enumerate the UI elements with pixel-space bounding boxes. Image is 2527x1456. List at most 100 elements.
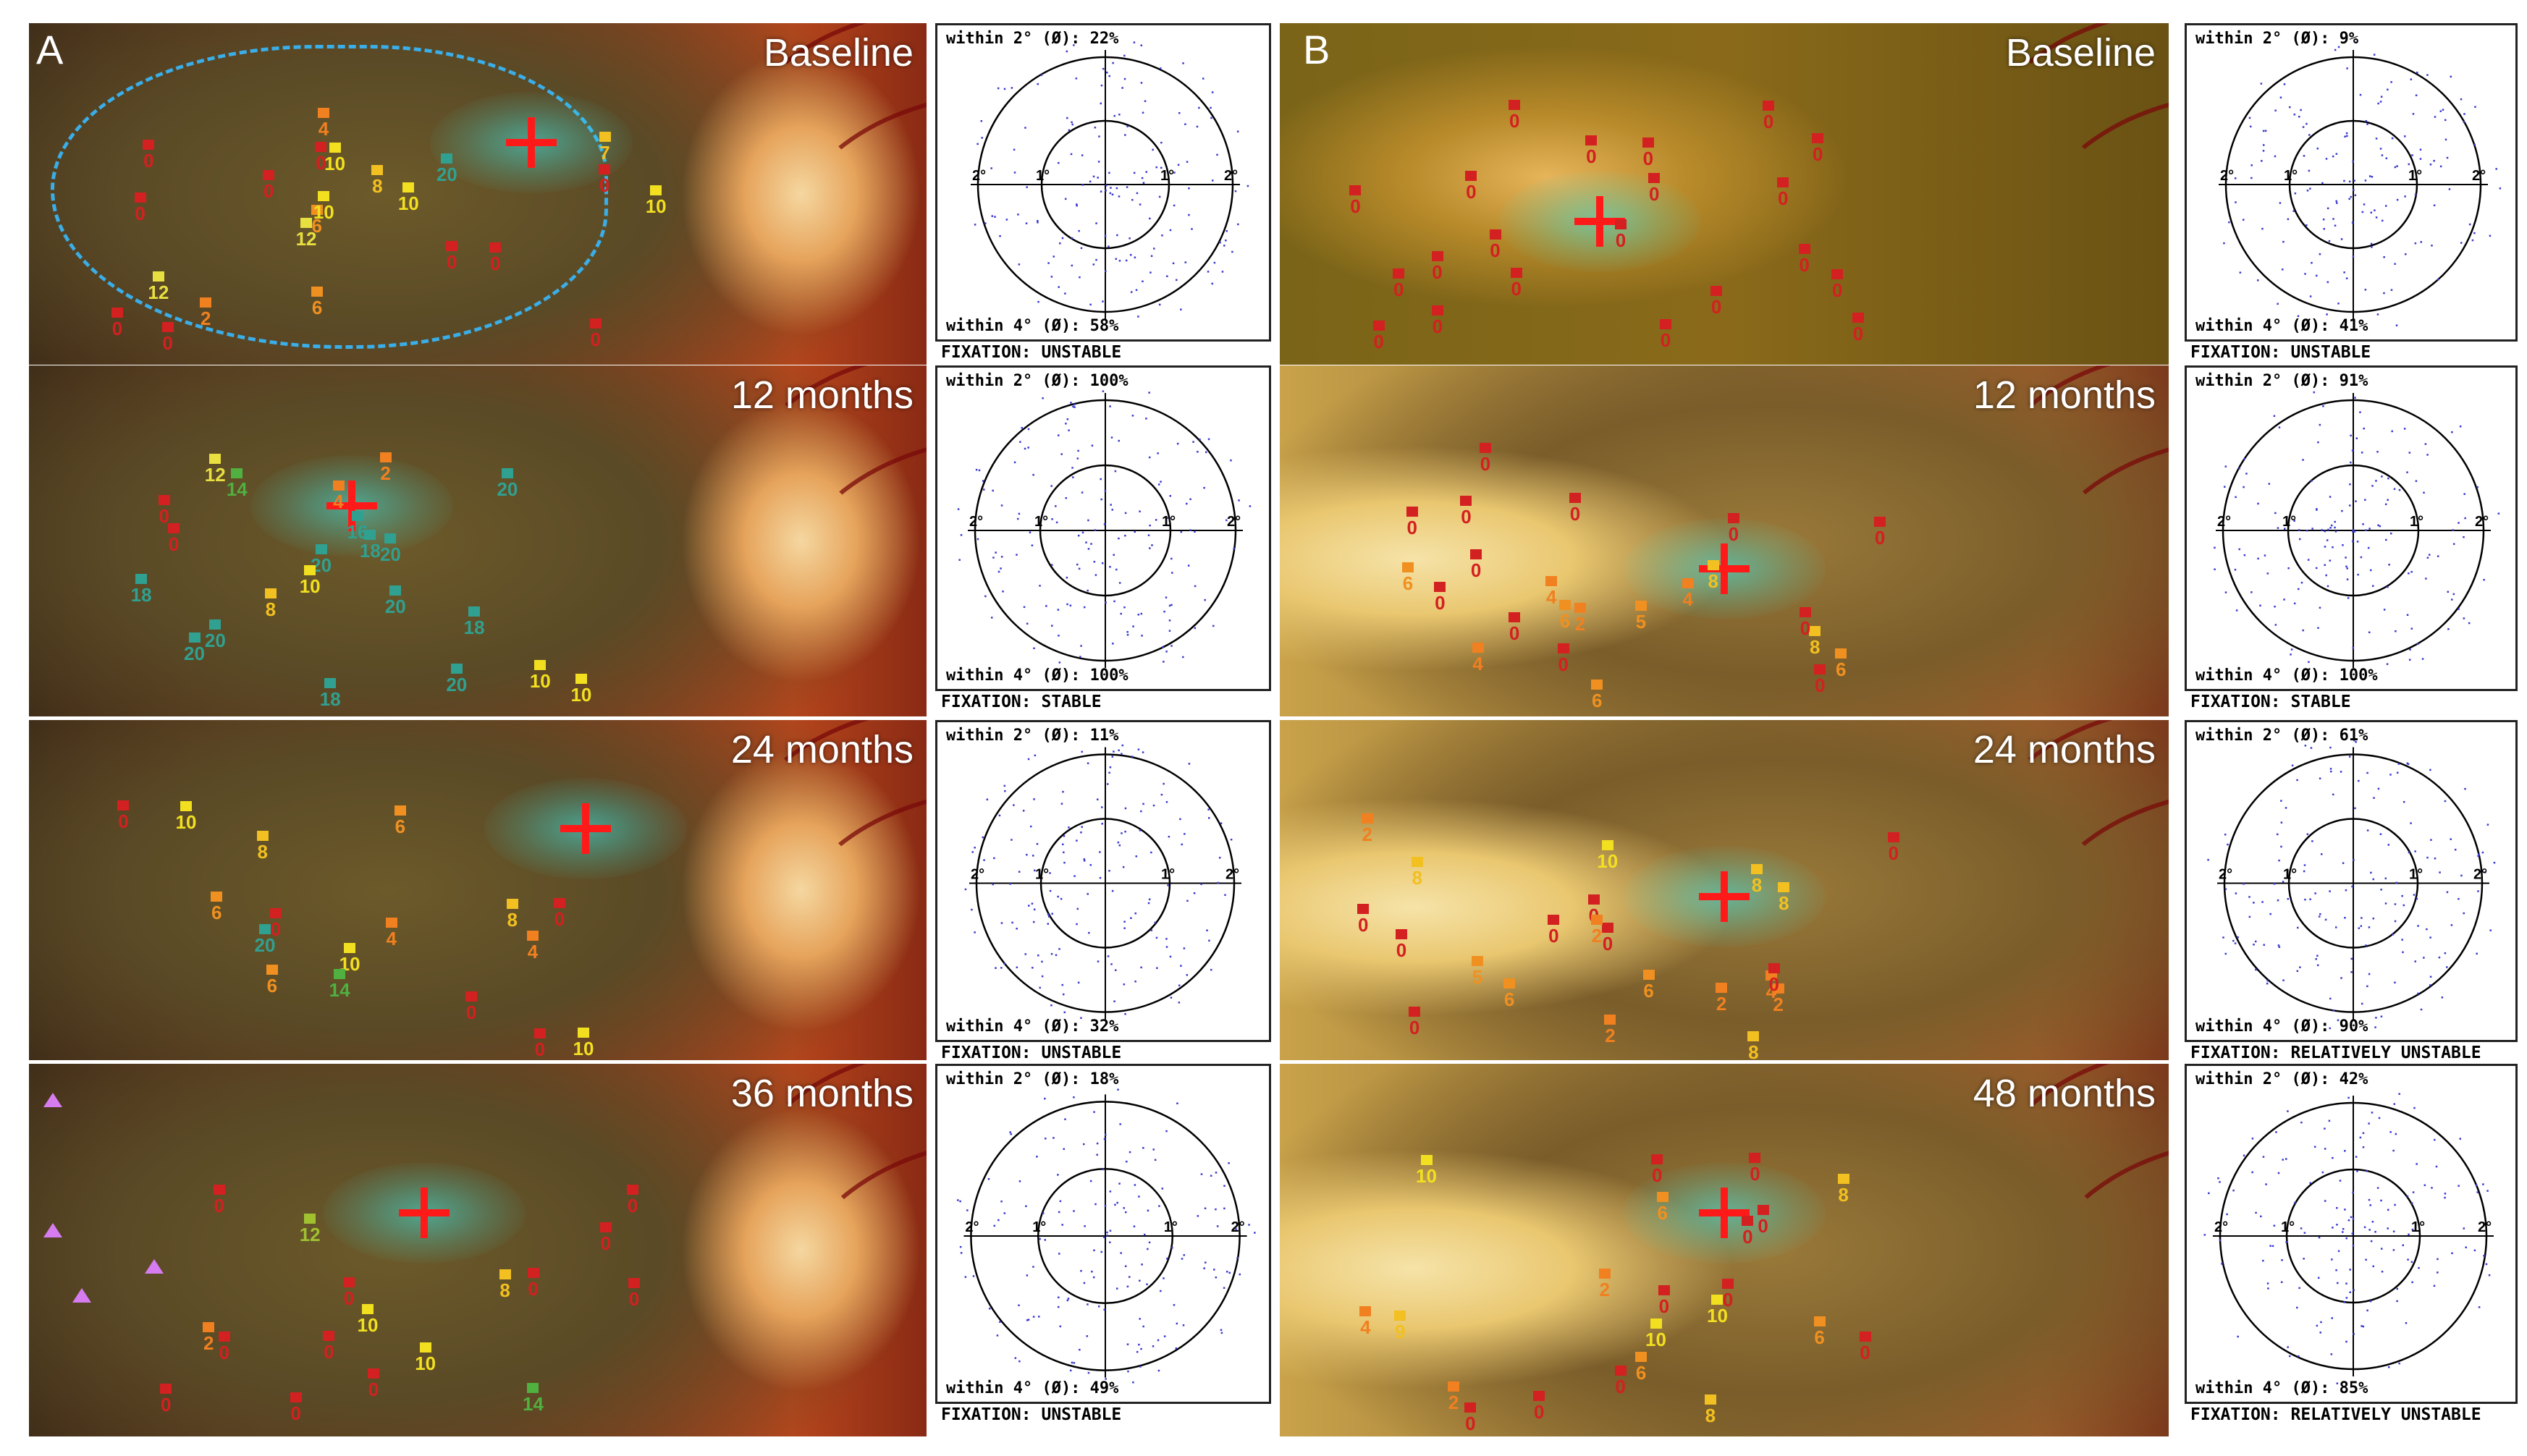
fixation-dot: [957, 508, 960, 510]
fixation-dot: [1076, 563, 1079, 566]
stimulus-value: 12: [148, 281, 169, 303]
fixation-dot: [1124, 1265, 1127, 1267]
fixation-dot: [2387, 499, 2389, 501]
fixation-dot: [2264, 130, 2267, 132]
stimulus-value: 8: [1705, 1404, 1716, 1426]
fixation-dot: [2481, 851, 2484, 854]
stimulus-value: 0: [143, 150, 154, 172]
fixation-dot: [991, 215, 994, 217]
within-4deg-label: within 4° (Ø): 49%: [946, 1379, 1119, 1397]
fixation-dot: [2345, 1237, 2347, 1240]
fixation-dot: [1173, 1304, 1176, 1306]
stimulus-point: 0: [545, 897, 574, 928]
fixation-dot: [1126, 1343, 1129, 1345]
fixation-dot: [2413, 894, 2416, 896]
degree-label: 1°: [1162, 514, 1176, 530]
fixation-dot: [2393, 1103, 2396, 1105]
fixation-dot: [1126, 634, 1129, 636]
stimulus-square: [465, 991, 478, 1002]
fixation-dot: [1092, 1276, 1095, 1279]
stimulus-value: 6: [1635, 1361, 1647, 1384]
fixation-dot: [2324, 530, 2326, 533]
fixation-dot: [1039, 585, 1041, 587]
stimulus-value: 5: [1635, 610, 1647, 632]
fixation-dot: [1236, 1257, 1239, 1259]
fixation-dot: [995, 967, 997, 969]
stimulus-square: [533, 1028, 546, 1038]
fixation-dot: [2344, 917, 2346, 919]
fixation-dot: [1066, 576, 1068, 579]
fixation-dot: [2380, 889, 2382, 891]
fixation-dot: [2364, 179, 2367, 182]
stimulus-square: [1472, 956, 1484, 967]
fixation-dot: [2437, 1271, 2439, 1274]
fixation-dot: [2306, 833, 2309, 836]
fixation-dot: [2288, 1355, 2291, 1358]
fixation-dot: [2346, 567, 2348, 570]
fixation-dot: [2342, 544, 2344, 546]
fixation-dot: [1120, 1252, 1122, 1254]
fixation-dot: [2416, 71, 2418, 74]
fixation-dot: [2379, 833, 2382, 835]
fixation-dot: [1118, 114, 1121, 116]
stimulus-square: [1874, 517, 1886, 528]
fixation-dot: [1034, 754, 1037, 757]
fixation-dot: [2299, 966, 2301, 968]
fixation-dot: [1189, 498, 1191, 501]
stimulus-point: 6: [1634, 969, 1663, 1000]
fixation-dot: [1134, 1184, 1136, 1186]
fixation-dot: [2234, 942, 2237, 944]
fixation-dot: [1123, 927, 1126, 929]
fixation-dot: [1157, 452, 1159, 454]
fixation-dot: [1223, 1185, 1225, 1187]
within-2deg-label: within 2° (Ø): 22%: [946, 30, 1119, 48]
fixation-dot: [1058, 434, 1060, 436]
fixation-dot: [1066, 50, 1068, 53]
stimulus-value: 2: [1448, 1391, 1459, 1413]
fixation-dot: [2339, 1180, 2342, 1182]
fixation-dot: [2410, 1202, 2413, 1204]
fixation-dot: [2379, 148, 2382, 150]
fixation-dot: [1142, 111, 1144, 114]
fixation-dot: [1092, 175, 1095, 178]
stimulus-point: 0: [205, 1185, 234, 1215]
fixation-dot: [2394, 263, 2396, 265]
fixation-dot: [2298, 115, 2300, 118]
fixation-dot: [1083, 1282, 1086, 1284]
fixation-dot: [2222, 936, 2224, 939]
fixation-dot: [2331, 1317, 2333, 1319]
fixation-dot: [1058, 161, 1060, 164]
fixation-dot: [2254, 940, 2257, 943]
fixation-plot: 2° 1° 1° 2° within 2° (Ø): 91% within 4° (Ø):…: [2185, 365, 2518, 691]
fixation-dot: [1109, 1190, 1112, 1193]
stimulus-point: 10: [1593, 839, 1622, 871]
fundus-image-b-1: 0 2 8 5 0 0 6 6 4 0 0 0 4 8 0 6 4 0 0 6 0 0 0 12 months: [1280, 365, 2169, 716]
stimulus-point: 6: [1627, 1351, 1655, 1384]
fixation-dot: [1014, 1357, 1017, 1359]
fixation-dot: [2271, 1245, 2274, 1248]
stimulus-point: 0: [1879, 831, 1908, 863]
fixation-dot: [1134, 530, 1136, 533]
stimulus-point: 0: [1400, 1006, 1429, 1037]
fixation-dot: [1118, 749, 1120, 752]
fixation-dot: [1011, 921, 1013, 924]
stimulus-square: [1742, 1216, 1754, 1227]
stimulus-square: [1431, 305, 1443, 316]
fixation-dot: [2366, 829, 2369, 831]
fixation-dot: [1192, 441, 1194, 443]
stimulus-square: [534, 659, 547, 670]
stimulus-square: [446, 241, 458, 252]
fixation-dot: [1076, 203, 1078, 206]
fixation-dot: [1176, 1102, 1178, 1104]
stimulus-point: 0: [1539, 914, 1568, 945]
fixation-dot: [2352, 529, 2355, 531]
stimulus-value: 0: [111, 318, 123, 340]
stimulus-point: 5: [1463, 956, 1492, 986]
stimulus-value: 0: [135, 203, 145, 225]
stimulus-point: 6: [303, 205, 332, 235]
fixation-dot: [2392, 933, 2395, 936]
stimulus-square: [1602, 923, 1614, 934]
stimulus-square: [1411, 857, 1423, 868]
stimulus-value: 8: [265, 598, 277, 620]
fixation-dot: [1050, 276, 1053, 278]
